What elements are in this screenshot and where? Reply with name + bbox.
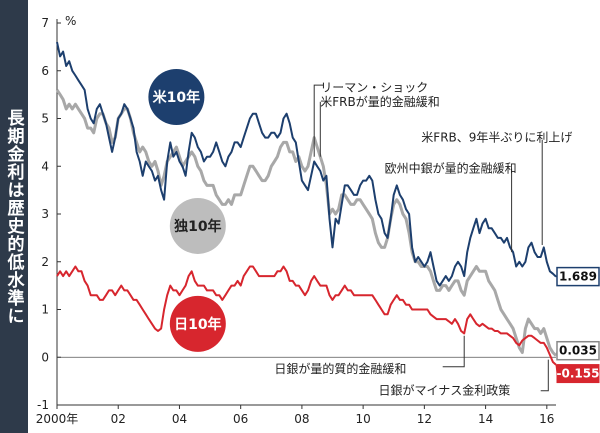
y-tick-label: 0 (41, 350, 49, 364)
annotation-label: 日銀が量的質的金融緩和 (274, 361, 406, 376)
x-tick-label: 02 (111, 412, 126, 426)
series-bubble (148, 69, 205, 126)
end-value-label: 1.689 (559, 270, 597, 284)
annotation-label: 米FRBが量的金融緩和 (320, 94, 439, 109)
end-value-box (556, 340, 600, 361)
x-tick-label: 10 (355, 412, 370, 426)
end-value-box (556, 364, 600, 384)
end-value-box (556, 266, 600, 287)
x-tick-label: 04 (172, 412, 187, 426)
y-tick-label: 3 (41, 207, 49, 221)
series-bubble-label: 独10年 (174, 218, 221, 235)
y-tick-label: 6 (41, 64, 49, 78)
x-tick-label: 06 (233, 412, 248, 426)
series-bubble-label: 日10年 (174, 316, 221, 333)
series-line-2 (56, 265, 557, 366)
annotation-label: 米FRB、9年半ぶりに利上げ (421, 131, 572, 145)
series-line-1 (55, 89, 558, 357)
x-tick-label: 2000年 (36, 412, 79, 426)
x-tick-label: 12 (417, 412, 432, 426)
end-value-label: 0.035 (559, 344, 597, 358)
y-tick-label: 4 (41, 159, 49, 173)
series-bubble (169, 197, 226, 254)
annotation-label: 日銀がマイナス金利政策 (378, 383, 510, 398)
x-tick-label: 14 (478, 412, 493, 426)
annotation-leader (540, 359, 549, 392)
y-tick-label: 1 (41, 303, 49, 317)
chart-title: 長期金利は歴史的低水準に (3, 108, 24, 325)
y-tick-label: 2 (41, 255, 49, 269)
x-tick-label: 16 (539, 412, 554, 426)
x-tick-label: 08 (294, 412, 309, 426)
end-value-label: -0.155 (557, 367, 600, 381)
series-line-0 (56, 41, 557, 287)
series-bubble-label: 米10年 (153, 89, 200, 106)
annotation-label: 欧州中銀が量的金融緩和 (385, 161, 517, 176)
y-tick-label: 7 (41, 16, 49, 30)
annotation-label: リーマン・ショック (320, 80, 428, 94)
y-unit-label: % (65, 14, 76, 28)
series-bubble (169, 295, 226, 352)
annotation-leader (442, 335, 465, 368)
y-tick-label: 5 (41, 112, 49, 126)
y-tick-label: -1 (37, 398, 49, 412)
annotation-leader (313, 84, 324, 157)
chart-title-banner: 長期金利は歴史的低水準に (0, 0, 28, 433)
